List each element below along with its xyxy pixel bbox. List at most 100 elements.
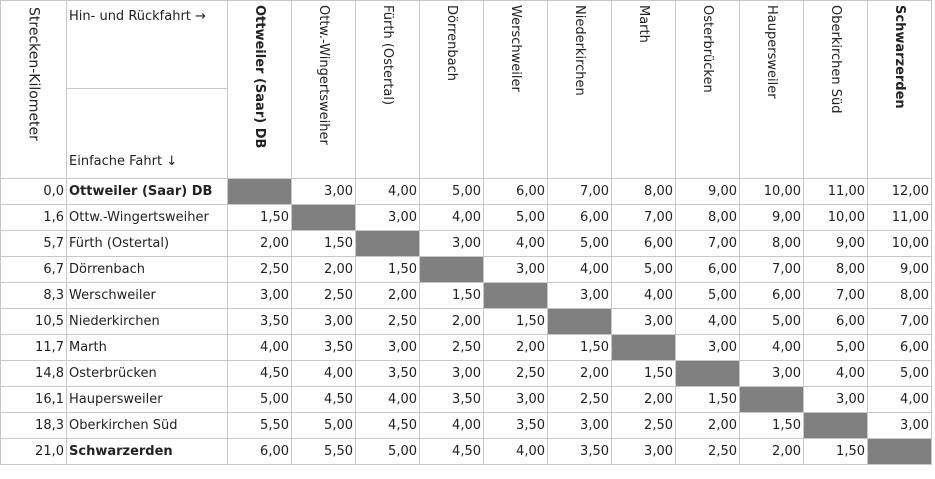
fare-cell: 2,50 (355, 308, 420, 335)
fare-cell: 3,00 (483, 386, 548, 413)
fare-table: Strecken-Kilometer Hin- und Rückfahrt → … (0, 0, 932, 465)
fare-cell: 3,00 (611, 438, 676, 465)
column-header-label: Haupersweiler (764, 5, 779, 99)
fare-cell: 3,00 (547, 282, 612, 309)
fare-cell: 8,00 (675, 204, 740, 231)
fare-cell: 2,00 (227, 230, 292, 257)
fare-cell: 2,00 (611, 386, 676, 413)
table-row: 5,7 Fürth (Ostertal) 2,00 1,50 3,00 4,00 5,00 6… (0, 230, 932, 257)
column-header-label: Ottw.-Wingertsweiher (316, 5, 331, 145)
station-name-cell: Ottw.-Wingertsweiher (66, 204, 228, 231)
fare-cell: 4,50 (227, 360, 292, 387)
column-header-label: Marth (636, 5, 651, 43)
table-row: 1,6 Ottw.-Wingertsweiher 1,50 3,00 4,00 5,00 6… (0, 204, 932, 231)
fare-cell: 3,00 (675, 334, 740, 361)
km-cell: 18,3 (0, 412, 67, 439)
fare-cell: 7,00 (803, 282, 868, 309)
fare-cell: 10,00 (739, 178, 804, 205)
table-row: 6,7 Dörrenbach 2,50 2,00 1,50 3,00 4,00 5,00 6,0… (0, 256, 932, 283)
column-header-label: Niederkirchen (572, 5, 587, 96)
fare-cell: 2,50 (227, 256, 292, 283)
fare-cell: 2,50 (611, 412, 676, 439)
column-header: Ottweiler (Saar) DB (227, 0, 292, 179)
fare-cell: 9,00 (739, 204, 804, 231)
fare-cell: 3,00 (547, 412, 612, 439)
fare-cell: 3,00 (419, 360, 484, 387)
fare-cell: 1,50 (355, 256, 420, 283)
fare-cell: 6,00 (739, 282, 804, 309)
fare-cell: 3,00 (419, 230, 484, 257)
diagonal-cell (867, 438, 932, 465)
fare-cell: 4,00 (291, 360, 356, 387)
diagonal-cell (739, 386, 804, 413)
fare-cell: 6,00 (867, 334, 932, 361)
fare-cell: 5,00 (483, 204, 548, 231)
fare-cell: 7,00 (867, 308, 932, 335)
fare-cell: 1,50 (419, 282, 484, 309)
fare-cell: 4,00 (227, 334, 292, 361)
diagonal-cell (803, 412, 868, 439)
fare-cell: 4,00 (803, 360, 868, 387)
fare-cell: 7,00 (611, 204, 676, 231)
km-cell: 5,7 (0, 230, 67, 257)
table-row: 16,1 Haupersweiler 5,00 4,50 4,00 3,50 3,00 2,5… (0, 386, 932, 413)
diagonal-cell (227, 178, 292, 205)
fare-body: 0,0 Ottweiler (Saar) DB 3,00 4,00 5,00 6,00 7,… (0, 178, 932, 465)
fare-cell: 3,00 (355, 334, 420, 361)
column-header: Marth (611, 0, 676, 179)
fare-cell: 4,00 (419, 412, 484, 439)
fare-cell: 5,50 (291, 438, 356, 465)
fare-cell: 6,00 (803, 308, 868, 335)
fare-cell: 2,00 (483, 334, 548, 361)
column-header-label: Dörrenbach (444, 5, 459, 81)
table-row: 21,0 Schwarzerden 6,00 5,50 5,00 4,50 4,00 3,50… (0, 438, 932, 465)
fare-cell: 5,00 (291, 412, 356, 439)
station-name-cell: Dörrenbach (66, 256, 228, 283)
fare-cell: 2,00 (675, 412, 740, 439)
fare-cell: 8,00 (611, 178, 676, 205)
fare-cell: 4,00 (739, 334, 804, 361)
fare-cell: 5,00 (419, 178, 484, 205)
table-row: 0,0 Ottweiler (Saar) DB 3,00 4,00 5,00 6,00 7,… (0, 178, 932, 205)
km-cell: 6,7 (0, 256, 67, 283)
fare-cell: 4,00 (483, 230, 548, 257)
fare-cell: 1,50 (483, 308, 548, 335)
column-header-label: Fürth (Ostertal) (380, 5, 395, 106)
km-cell: 14,8 (0, 360, 67, 387)
fare-cell: 1,50 (803, 438, 868, 465)
fare-cell: 10,00 (803, 204, 868, 231)
fare-cell: 8,00 (803, 256, 868, 283)
km-header-label: Strecken-Kilometer (25, 7, 42, 141)
fare-cell: 8,00 (867, 282, 932, 309)
km-cell: 11,7 (0, 334, 67, 361)
station-name-cell: Ottweiler (Saar) DB (66, 178, 228, 205)
fare-cell: 1,50 (611, 360, 676, 387)
table-row: 11,7 Marth 4,00 3,50 3,00 2,50 2,00 1,50 3,00 4,0… (0, 334, 932, 361)
table-row: 8,3 Werschweiler 3,00 2,50 2,00 1,50 3,00 4,00 5… (0, 282, 932, 309)
column-header: Oberkirchen Süd (803, 0, 868, 179)
column-header-label: Ottweiler (Saar) DB (252, 5, 267, 149)
km-cell: 10,5 (0, 308, 67, 335)
fare-cell: 1,50 (227, 204, 292, 231)
roundtrip-label: Hin- und Rückfahrt → (67, 2, 227, 89)
fare-cell: 3,50 (291, 334, 356, 361)
column-header: Dörrenbach (419, 0, 484, 179)
column-header: Werschweiler (483, 0, 548, 179)
fare-cell: 4,00 (483, 438, 548, 465)
fare-cell: 5,00 (547, 230, 612, 257)
fare-cell: 4,00 (419, 204, 484, 231)
station-name-cell: Oberkirchen Süd (66, 412, 228, 439)
fare-cell: 3,00 (611, 308, 676, 335)
fare-cell: 2,00 (547, 360, 612, 387)
diagonal-cell (291, 204, 356, 231)
column-header: Fürth (Ostertal) (355, 0, 420, 179)
fare-cell: 5,00 (611, 256, 676, 283)
station-name-cell: Marth (66, 334, 228, 361)
fare-cell: 4,00 (355, 386, 420, 413)
fare-cell: 2,50 (419, 334, 484, 361)
fare-cell: 5,00 (803, 334, 868, 361)
column-header-label: Osterbrücken (700, 5, 715, 93)
fare-cell: 4,50 (419, 438, 484, 465)
station-name-cell: Schwarzerden (66, 438, 228, 465)
fare-cell: 5,00 (739, 308, 804, 335)
